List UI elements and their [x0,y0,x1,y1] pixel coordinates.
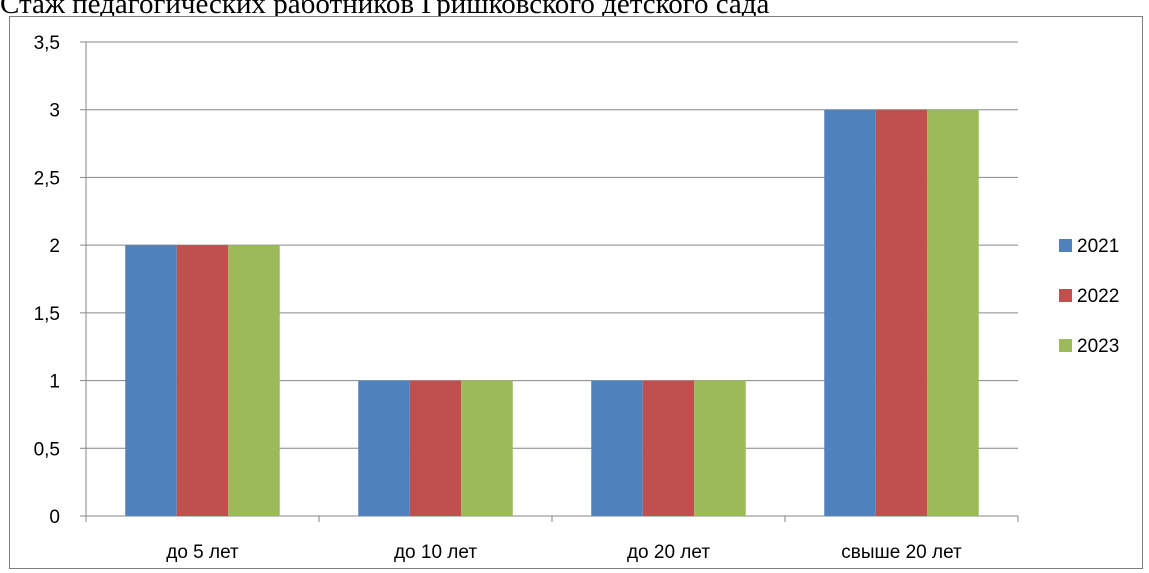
bar [642,380,695,516]
x-tick-label: до 5 лет [166,542,239,563]
bar [125,245,177,516]
y-tick-label: 2,5 [34,168,60,189]
y-tick-label: 3 [49,101,60,122]
y-tick-label: 3,5 [34,33,60,54]
legend-swatch [1059,289,1072,302]
bar [409,380,462,516]
legend-label: 2021 [1077,236,1119,257]
legend-swatch [1059,339,1072,352]
legend-swatch [1059,239,1072,252]
x-tick-label: свыше 20 лет [841,542,962,563]
y-tick-label: 0,5 [34,439,60,460]
bar [591,380,643,516]
y-tick-label: 1 [49,372,60,393]
legend-label: 2023 [1077,336,1119,357]
chart-title: Стаж педагогических работников Гришковск… [0,0,770,20]
x-tick-label: до 20 лет [627,542,710,563]
bar [927,109,979,516]
y-tick-label: 0 [49,507,60,528]
bar [875,109,928,516]
bar [176,245,229,516]
bar [461,380,513,516]
bar [358,380,410,516]
legend-label: 2022 [1077,286,1119,307]
bar [824,109,876,516]
y-tick-label: 2 [49,236,60,257]
bar [694,380,746,516]
x-tick-label: до 10 лет [394,542,477,563]
bar [228,245,280,516]
y-tick-label: 1,5 [34,304,60,325]
